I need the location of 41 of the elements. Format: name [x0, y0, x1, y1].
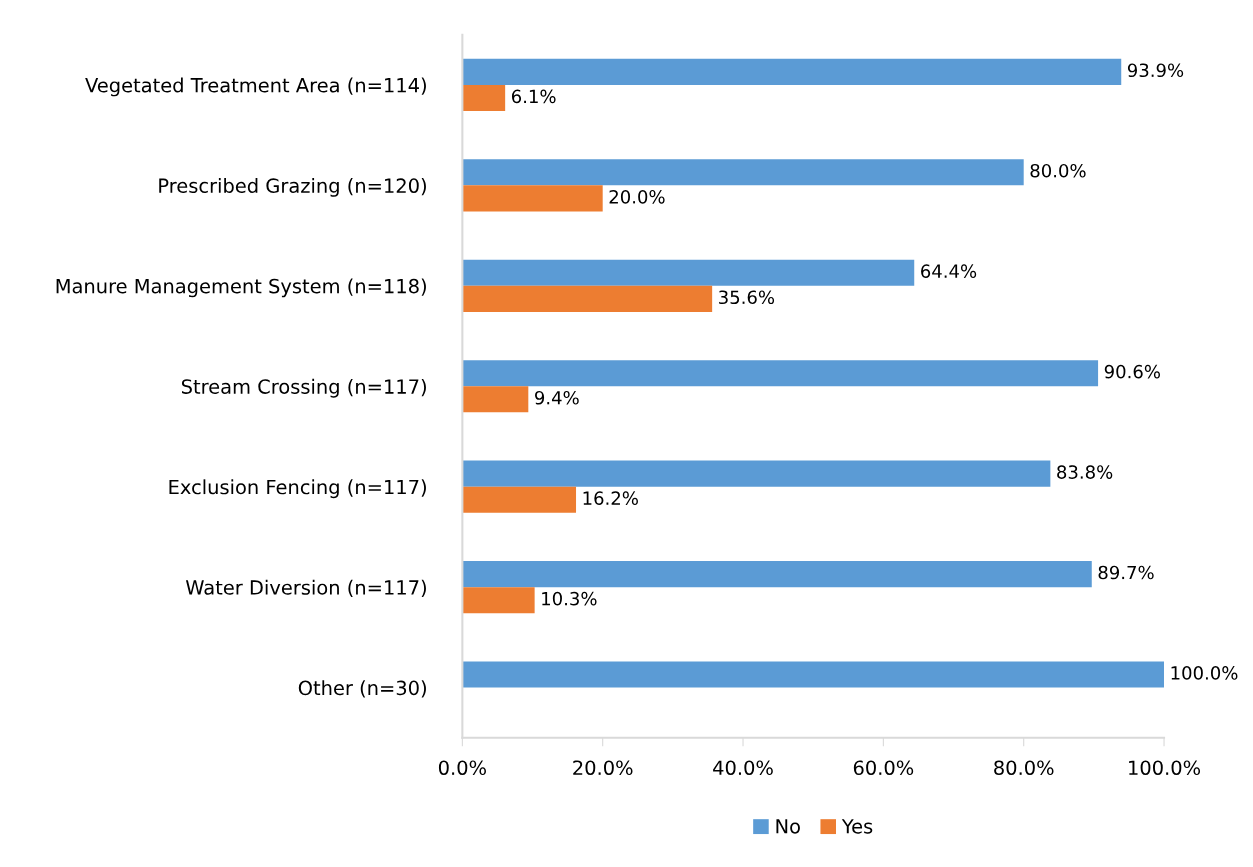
data-label: 6.1%	[511, 89, 556, 104]
y-tick-label: Water Diversion (n=117)	[185, 579, 426, 598]
bar	[462, 58, 1122, 85]
bar	[462, 360, 1099, 387]
legend-label: No	[776, 819, 800, 834]
y-tick-label: Prescribed Grazing (n=120)	[159, 177, 426, 197]
x-tick-label: 100.0%	[1129, 760, 1201, 776]
data-label: 93.9%	[1127, 63, 1184, 78]
x-tick-label: 20.0%	[573, 760, 633, 776]
data-label: 10.3%	[542, 591, 597, 606]
bar	[462, 285, 713, 312]
x-tick-label: 40.0%	[713, 760, 773, 776]
bar	[462, 460, 1051, 487]
y-tick-label: Vegetated Treatment Area (n=114)	[85, 77, 426, 97]
bar	[462, 386, 529, 413]
bar	[462, 587, 535, 614]
legend-label: Yes	[841, 819, 873, 834]
bar	[462, 661, 1165, 688]
x-tick-label: 0.0%	[438, 760, 486, 776]
data-label: 90.6%	[1104, 364, 1160, 379]
x-tick-label: 60.0%	[853, 760, 914, 776]
data-label: 80.0%	[1030, 163, 1086, 178]
y-tick-label: Other (n=30)	[298, 680, 426, 698]
data-label: 83.8%	[1057, 465, 1113, 479]
bar	[462, 259, 915, 286]
bar	[462, 84, 506, 112]
data-label: 16.2%	[583, 491, 638, 505]
data-label: 20.0%	[609, 189, 665, 204]
data-label: 35.6%	[719, 290, 775, 305]
data-label: 89.7%	[1098, 565, 1154, 580]
data-label: 100.0%	[1171, 666, 1238, 680]
bar	[462, 486, 577, 513]
y-tick-label: Stream Crossing (n=117)	[181, 378, 426, 398]
bar	[462, 185, 603, 212]
x-tick-label: 80.0%	[994, 760, 1054, 776]
bar	[462, 159, 1024, 186]
data-label: 64.4%	[921, 264, 977, 278]
bar	[462, 561, 1092, 588]
y-tick-label: Manure Management System (n=118)	[56, 278, 426, 298]
data-label: 9.4%	[535, 390, 579, 405]
y-tick-label: Exclusion Fencing (n=117)	[169, 479, 426, 499]
